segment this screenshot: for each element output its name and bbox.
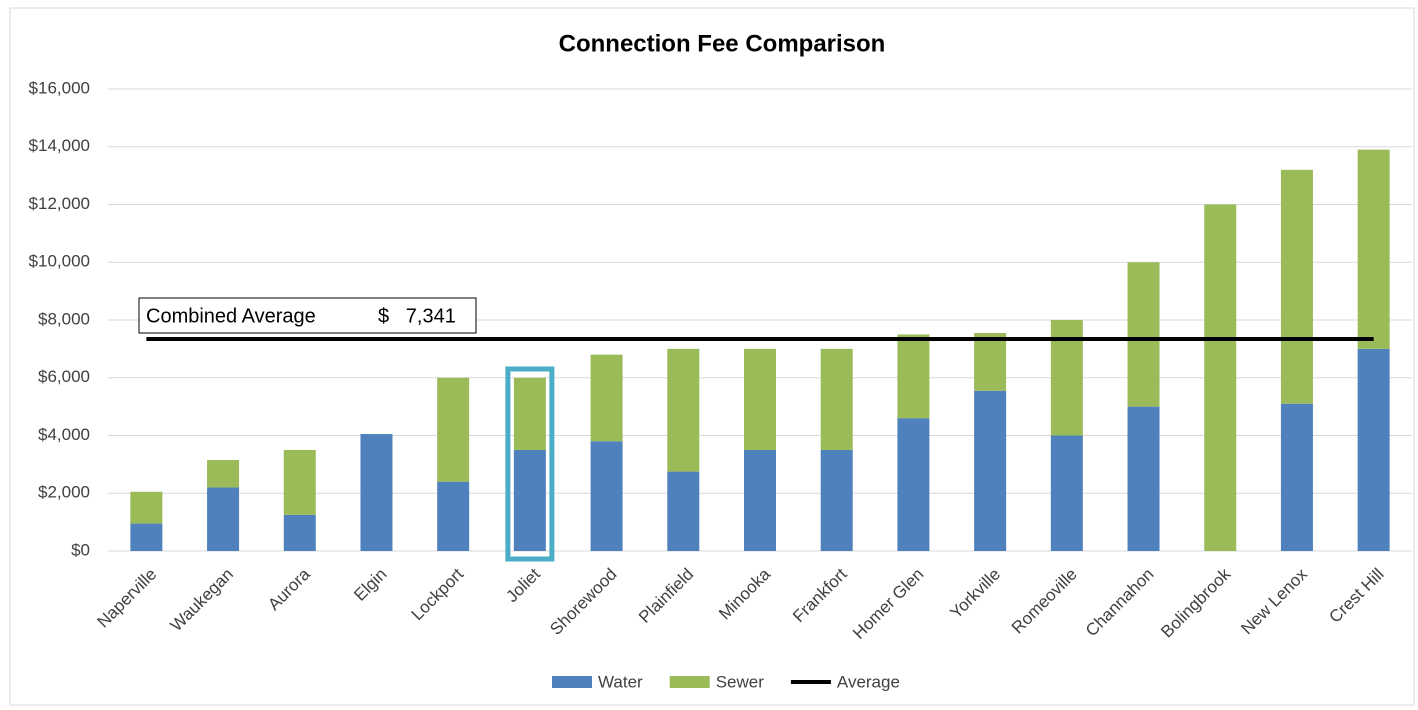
average-label: $ 7,341 [378, 305, 456, 327]
bar-segment [513, 449, 546, 551]
legend-swatch [552, 676, 592, 688]
bar-segment [130, 491, 163, 524]
bar-segment [820, 449, 853, 551]
y-tick-label: $2,000 [38, 483, 90, 502]
bar-segment [667, 471, 700, 551]
bar-segment [437, 377, 470, 482]
bar-segment [360, 434, 393, 551]
annotation-box [138, 297, 477, 334]
bar-segment [207, 460, 240, 488]
bar-segment [974, 332, 1007, 391]
y-tick-label: $14,000 [29, 136, 90, 155]
bar-segment [744, 449, 776, 551]
bar-segment [1280, 403, 1313, 551]
highlight-box [505, 366, 555, 562]
chart-title: Connection Fee Comparison [559, 30, 886, 57]
bar-segment [283, 514, 316, 551]
y-tick-label: $8,000 [38, 309, 90, 328]
bar-segment [744, 348, 776, 450]
bar-segment [1204, 204, 1237, 551]
bar-segment [130, 523, 163, 551]
bar-segment [207, 487, 240, 551]
chart-border [9, 7, 1415, 706]
bar-segment [820, 348, 853, 450]
bar-segment [897, 418, 930, 551]
legend-swatch [669, 676, 710, 688]
bar-segment [1280, 169, 1313, 404]
bar-segment [667, 348, 700, 472]
bar-segment [437, 481, 470, 551]
legend-label: Average [837, 672, 900, 691]
annotation-text: Combined Average [146, 305, 316, 327]
bar-segment [1357, 149, 1390, 349]
bar-segment [513, 377, 546, 450]
bar-segment [1127, 406, 1160, 551]
y-tick-label: $12,000 [29, 194, 90, 213]
y-tick-label: $16,000 [29, 78, 90, 97]
bar-segment [897, 334, 930, 419]
y-tick-label: $4,000 [38, 425, 90, 444]
y-tick-label: $6,000 [38, 367, 90, 386]
bar-segment [590, 354, 623, 442]
y-tick-label: $0 [71, 540, 90, 559]
bar-segment [1127, 262, 1160, 407]
bar-segment [974, 390, 1007, 551]
bar-segment [590, 441, 623, 551]
bar-segment [283, 449, 316, 515]
legend-label: Sewer [716, 672, 765, 691]
bar-segment [1357, 348, 1390, 551]
y-tick-label: $10,000 [29, 252, 90, 271]
bar-segment [1050, 435, 1083, 551]
legend-label: Water [598, 672, 643, 691]
